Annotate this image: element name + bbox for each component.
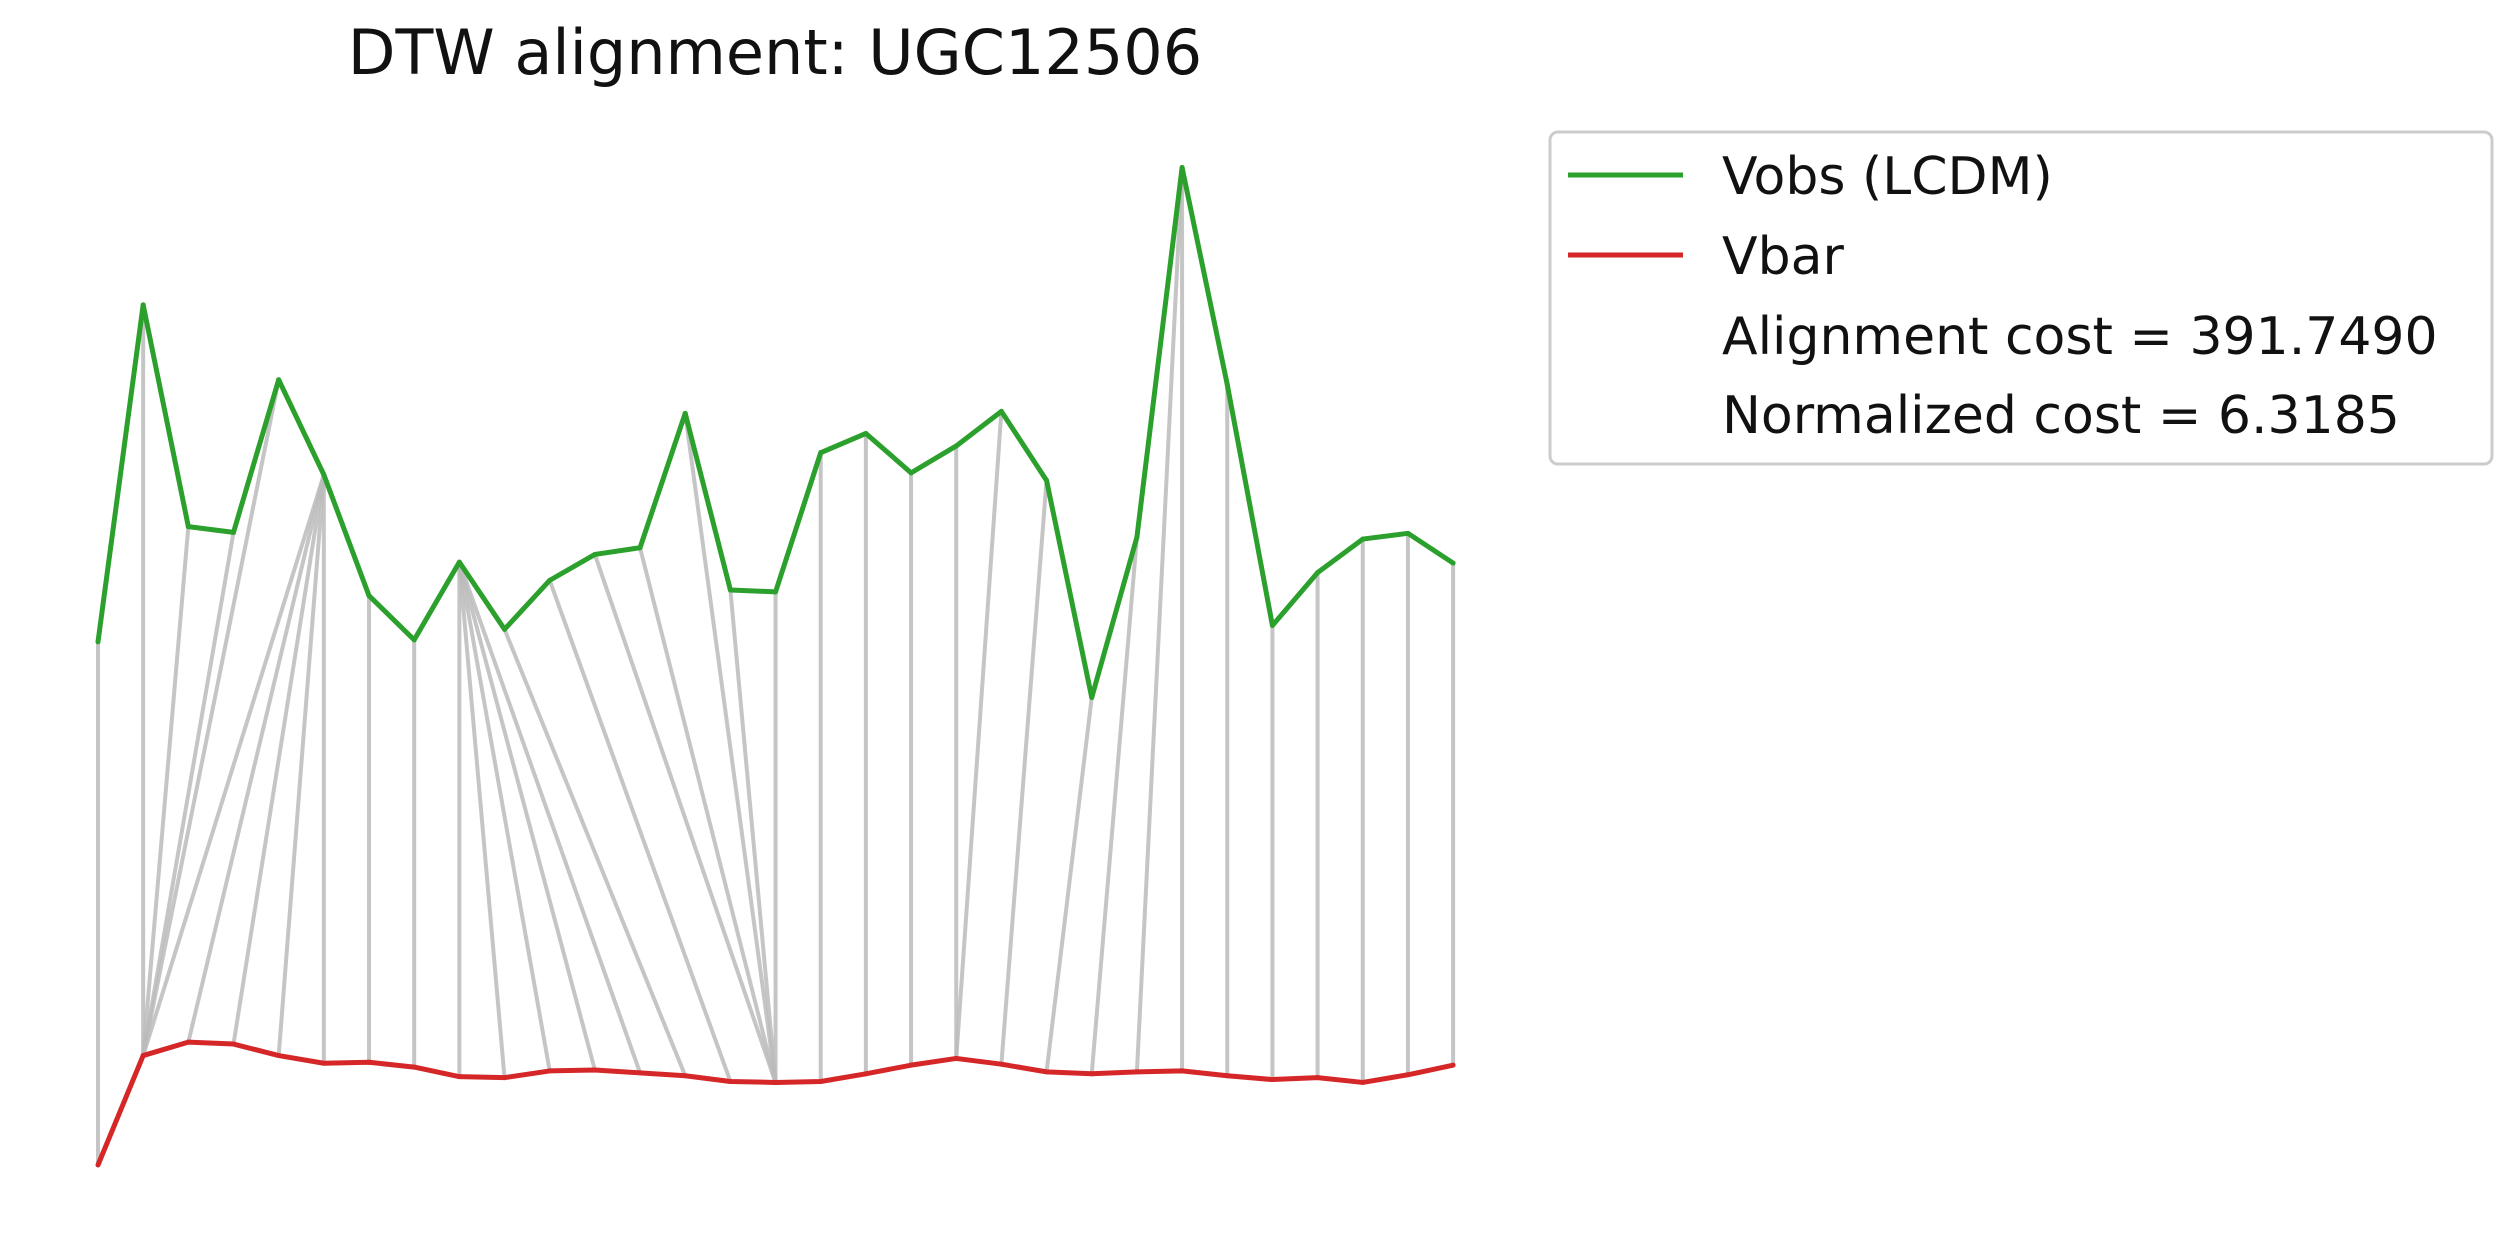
alignment-line <box>457 561 507 1078</box>
alignment-line <box>457 561 552 1072</box>
legend-alignment-cost: Alignment cost = 391.7490 <box>1722 307 2438 367</box>
data-point-vobs <box>998 408 1004 414</box>
data-point-vbar <box>366 1059 372 1065</box>
data-point-vobs <box>773 589 779 595</box>
data-point-vbar <box>727 1078 733 1084</box>
data-point-vobs <box>140 302 146 308</box>
data-point-vobs <box>863 430 869 436</box>
data-point-vobs <box>818 450 824 456</box>
data-point-vobs <box>592 551 598 557</box>
data-point-vobs <box>1134 534 1140 540</box>
data-point-vbar <box>908 1062 914 1068</box>
data-point-vbar <box>1405 1072 1411 1078</box>
data-point-vbar <box>1450 1062 1456 1068</box>
alignment-line <box>999 480 1049 1065</box>
data-point-vbar <box>321 1060 327 1066</box>
data-point-vbar <box>1089 1071 1095 1077</box>
alignment-line <box>1044 697 1094 1073</box>
data-point-vbar <box>1134 1069 1140 1075</box>
alignment-lines <box>96 167 1456 1165</box>
data-point-vbar <box>502 1075 508 1081</box>
data-point-vbar <box>456 1074 462 1080</box>
data-point-vobs <box>637 545 643 551</box>
data-point-vobs <box>276 377 282 383</box>
series-lines <box>95 165 1456 1168</box>
alignment-line <box>1089 536 1139 1074</box>
data-point-vbar <box>682 1073 688 1079</box>
data-point-vbar <box>95 1162 101 1168</box>
data-point-vobs <box>411 637 417 643</box>
alignment-line <box>141 379 281 1056</box>
data-point-vbar <box>140 1053 146 1059</box>
data-point-vbar <box>1044 1069 1050 1075</box>
data-point-vbar <box>998 1061 1004 1067</box>
data-point-vbar <box>231 1041 237 1047</box>
data-point-vbar <box>1269 1077 1275 1083</box>
data-point-vbar <box>637 1070 643 1076</box>
data-point-vobs <box>1315 570 1321 576</box>
data-point-vbar <box>592 1067 598 1073</box>
alignment-line <box>141 532 236 1056</box>
data-point-vobs <box>1405 530 1411 536</box>
data-point-vobs <box>1089 694 1095 700</box>
alignment-line <box>592 553 778 1084</box>
data-point-vbar <box>953 1055 959 1061</box>
data-point-vobs <box>908 470 914 476</box>
alignment-line <box>186 474 326 1043</box>
data-point-vbar <box>863 1071 869 1077</box>
data-point-vobs <box>953 443 959 449</box>
alignment-line <box>728 589 778 1083</box>
alignment-line <box>141 474 326 1057</box>
data-point-vobs <box>682 410 688 416</box>
alignment-line <box>502 628 688 1077</box>
data-point-vbar <box>818 1078 824 1084</box>
alignment-line <box>457 561 642 1074</box>
alignment-line <box>683 413 778 1083</box>
data-point-vbar <box>1315 1075 1321 1081</box>
data-point-vbar <box>411 1064 417 1070</box>
alignment-line <box>954 411 1004 1059</box>
alignment-line <box>1134 167 1185 1072</box>
data-point-vobs <box>1224 382 1230 388</box>
chart-title: DTW alignment: UGC12506 <box>348 16 1202 89</box>
legend-frame <box>1548 130 2494 466</box>
data-point-vobs <box>727 587 733 593</box>
data-point-vbar <box>1360 1079 1366 1085</box>
data-point-vbar <box>1224 1073 1230 1079</box>
legend-normalized-cost: Normalized cost = 6.3185 <box>1722 386 2400 446</box>
data-point-vbar <box>276 1053 282 1059</box>
data-point-vobs <box>1044 478 1050 484</box>
data-point-vobs <box>1450 560 1456 566</box>
alignment-line <box>457 561 597 1071</box>
data-point-vobs <box>185 524 191 530</box>
data-point-vobs <box>366 593 372 599</box>
alignment-line <box>276 474 326 1056</box>
data-point-vobs <box>95 639 101 645</box>
data-point-vobs <box>502 626 508 632</box>
legend-label-vobs: Vobs (LCDM) <box>1722 147 2053 207</box>
data-point-vbar <box>773 1079 779 1085</box>
data-point-vbar <box>185 1039 191 1045</box>
data-point-vobs <box>1179 165 1185 171</box>
data-point-vobs <box>1269 622 1275 628</box>
data-point-vobs <box>1360 536 1366 542</box>
alignment-line <box>547 579 733 1083</box>
data-point-vobs <box>547 577 553 583</box>
alignment-line <box>231 474 326 1045</box>
alignment-line <box>141 526 191 1056</box>
data-point-vbar <box>1179 1068 1185 1074</box>
data-point-vobs <box>456 559 462 565</box>
legend-label-vbar: Vbar <box>1722 227 1844 287</box>
data-point-vobs <box>321 472 327 478</box>
alignment-line <box>638 547 778 1083</box>
data-point-vbar <box>547 1068 553 1074</box>
data-point-vobs <box>231 529 237 535</box>
legend: Vobs (LCDM) Vbar Alignment cost = 391.74… <box>1548 130 2494 466</box>
